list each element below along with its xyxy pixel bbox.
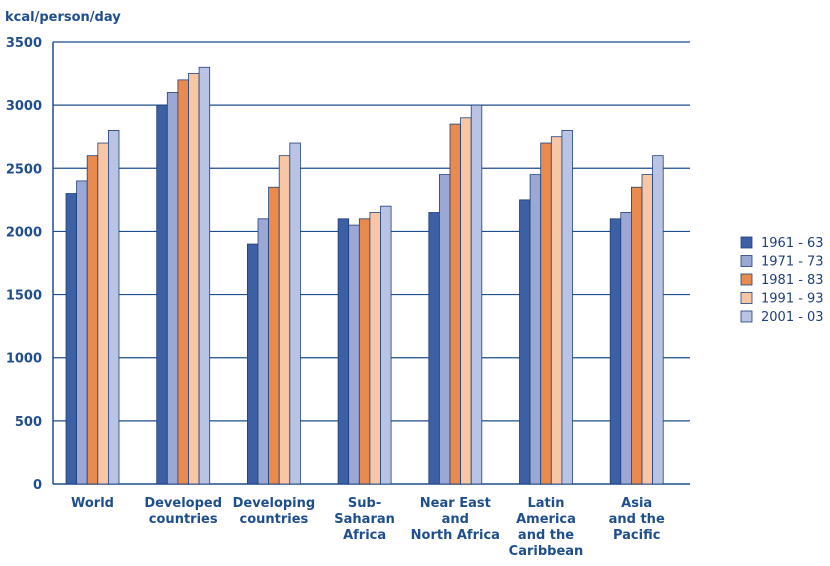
x-category-label: Developed countries bbox=[144, 496, 222, 527]
bar bbox=[246, 243, 259, 485]
x-category-label: World bbox=[71, 496, 114, 511]
bar bbox=[609, 218, 622, 485]
legend-swatch bbox=[740, 273, 753, 286]
bar bbox=[188, 73, 200, 485]
x-axis-labels: World Developed countries Developing countri… bbox=[71, 496, 665, 559]
bar bbox=[348, 224, 360, 485]
y-tick-label: 2500 bbox=[6, 162, 42, 177]
legend: 1961 - 63 1971 - 73 1981 - 83 1991 - 93 2001… bbox=[740, 236, 824, 325]
legend-label: 1961 - 63 bbox=[761, 236, 824, 251]
y-axis-ticks: 0 500 1000 1500 2000 2500 3000 3500 bbox=[6, 36, 42, 493]
bar bbox=[289, 142, 301, 485]
legend-swatch bbox=[740, 292, 753, 304]
bar bbox=[257, 218, 270, 485]
legend-swatch bbox=[740, 255, 753, 267]
bar bbox=[460, 117, 472, 485]
bar bbox=[519, 199, 531, 485]
bar bbox=[438, 174, 451, 485]
bars bbox=[65, 66, 664, 485]
bar bbox=[166, 92, 179, 485]
legend-label: 1981 - 83 bbox=[761, 273, 824, 288]
legend-label: 2001 - 03 bbox=[761, 310, 824, 325]
y-tick-label: 3500 bbox=[6, 36, 42, 51]
bar bbox=[337, 218, 350, 485]
bar bbox=[198, 66, 211, 485]
bar bbox=[470, 104, 483, 485]
y-tick-label: 1000 bbox=[6, 352, 42, 367]
legend-swatch bbox=[740, 236, 753, 249]
y-tick-label: 2000 bbox=[6, 225, 42, 240]
bar bbox=[641, 174, 654, 485]
x-category-label: Sub-Saharan Africa bbox=[334, 496, 395, 543]
bar bbox=[86, 155, 99, 485]
bar bbox=[97, 142, 109, 485]
bar bbox=[550, 136, 563, 485]
y-tick-label: 1500 bbox=[6, 289, 42, 304]
bar bbox=[529, 174, 542, 485]
x-category-label: Developing countries bbox=[233, 496, 316, 527]
bar bbox=[278, 155, 291, 485]
legend-swatch bbox=[740, 310, 753, 323]
bar bbox=[76, 180, 88, 485]
bar bbox=[108, 129, 120, 485]
bar bbox=[652, 155, 664, 485]
bar bbox=[620, 212, 632, 485]
y-tick-label: 500 bbox=[15, 415, 42, 430]
x-category-label: Near East and North Africa bbox=[411, 496, 500, 543]
y-tick-label: 3000 bbox=[6, 99, 42, 114]
bar bbox=[156, 104, 168, 485]
bar bbox=[177, 79, 189, 485]
bar bbox=[561, 129, 573, 485]
bar bbox=[428, 212, 440, 485]
bar bbox=[540, 142, 552, 485]
bar bbox=[65, 193, 78, 485]
bar bbox=[369, 212, 381, 485]
y-tick-label: 0 bbox=[33, 478, 42, 493]
bar bbox=[358, 218, 371, 485]
x-category-label: Latin America and the Caribbean bbox=[509, 496, 584, 559]
bar bbox=[631, 186, 643, 485]
bar bbox=[380, 205, 392, 485]
y-axis-unit-label: kcal/person/day bbox=[5, 10, 121, 25]
legend-label: 1971 - 73 bbox=[761, 255, 824, 270]
bar bbox=[449, 123, 462, 485]
legend-label: 1991 - 93 bbox=[761, 292, 824, 307]
bar bbox=[268, 186, 280, 485]
x-category-label: Asia and the Pacific bbox=[609, 496, 665, 543]
